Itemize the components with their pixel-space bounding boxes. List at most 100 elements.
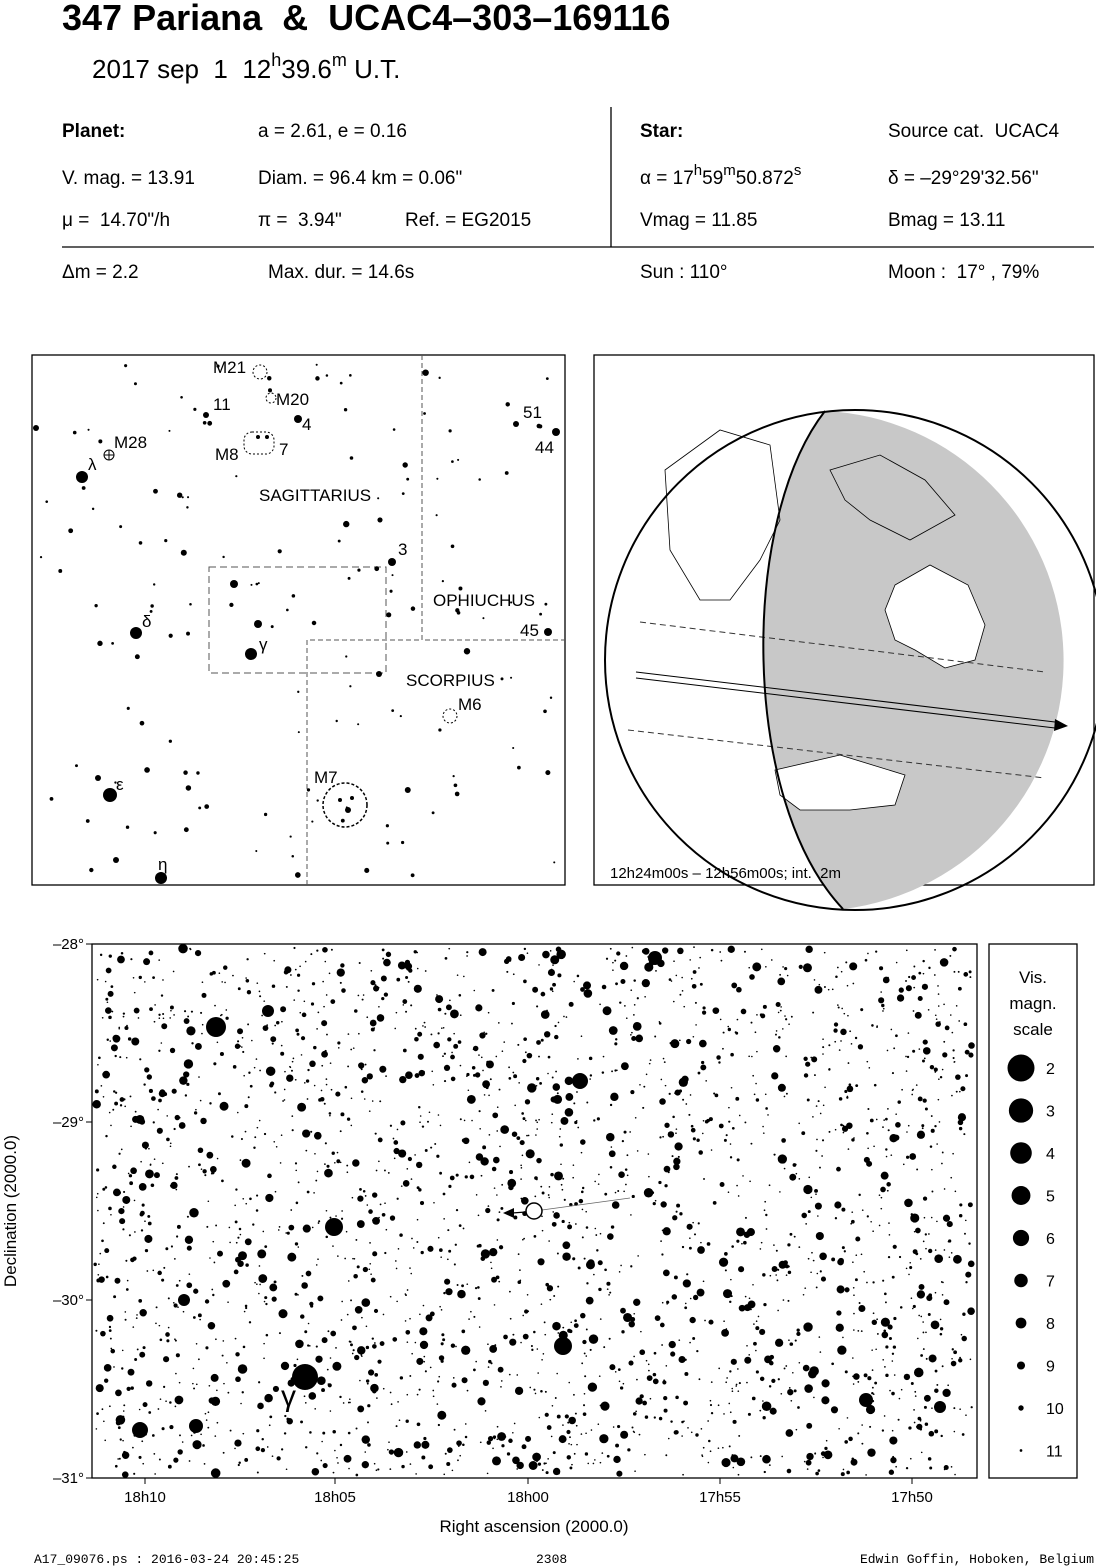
globe-outline <box>604 409 1096 911</box>
max-duration: Max. dur. = 14.6s <box>268 262 414 283</box>
legend-label: 2 <box>1046 1061 1055 1078</box>
field-star <box>528 1461 538 1470</box>
field-star <box>286 1074 294 1082</box>
field-star <box>373 1049 376 1052</box>
field-star <box>503 1041 506 1043</box>
field-star <box>467 1089 470 1092</box>
field-star <box>283 1432 287 1435</box>
field-star <box>594 1180 596 1183</box>
field-star <box>139 1309 147 1317</box>
field-star <box>167 1326 170 1329</box>
field-star <box>667 1171 670 1174</box>
legend-label: 6 <box>1046 1231 1055 1248</box>
field-star <box>775 1033 777 1036</box>
field-star <box>254 1136 257 1139</box>
field-star <box>593 1273 595 1276</box>
finder-star <box>39 556 43 559</box>
field-star <box>852 1261 854 1264</box>
field-star <box>646 1375 653 1381</box>
field-star <box>169 1047 176 1054</box>
field-star <box>812 1116 814 1118</box>
field-star <box>946 1221 953 1228</box>
field-star <box>524 1119 527 1122</box>
field-star <box>880 1317 890 1327</box>
field-star <box>536 1157 542 1164</box>
field-star <box>339 1395 342 1399</box>
field-star <box>936 1383 939 1386</box>
field-star <box>161 1023 168 1030</box>
field-star <box>472 1048 475 1051</box>
finder-star <box>198 806 202 810</box>
field-star <box>644 1415 649 1419</box>
field-star <box>815 1105 818 1107</box>
field-star <box>606 1288 609 1290</box>
field-star <box>118 1027 121 1030</box>
field-star <box>960 1333 963 1336</box>
field-star <box>441 1333 445 1337</box>
field-star <box>449 999 451 1002</box>
field-star <box>325 1209 328 1212</box>
field-star <box>112 1188 121 1197</box>
field-star <box>969 976 972 979</box>
field-star <box>299 965 301 968</box>
field-star <box>875 950 878 953</box>
field-star <box>270 1036 277 1043</box>
field-star <box>102 1070 111 1079</box>
field-star <box>614 1069 617 1072</box>
alpha-c: 50.872 <box>736 168 794 189</box>
field-star <box>305 1149 308 1152</box>
field-star <box>99 953 103 957</box>
field-star <box>439 1248 443 1252</box>
field-star <box>263 1357 265 1360</box>
field-star <box>765 1213 768 1217</box>
field-star <box>918 1048 921 1050</box>
field-star <box>773 1153 776 1156</box>
field-star <box>700 1428 703 1430</box>
field-star <box>412 1247 415 1249</box>
field-star <box>432 1395 435 1398</box>
field-star <box>174 1339 177 1342</box>
field-star <box>237 1364 248 1374</box>
field-star <box>213 1261 216 1264</box>
field-star <box>114 1054 117 1058</box>
field-star <box>673 1430 678 1435</box>
field-star <box>237 1028 244 1035</box>
field-star <box>923 1405 927 1409</box>
field-star <box>461 1284 464 1288</box>
field-star <box>709 1403 713 1407</box>
field-star <box>138 1455 142 1459</box>
field-star <box>108 1405 111 1408</box>
field-star <box>316 1452 319 1455</box>
field-star <box>941 1365 944 1368</box>
field-star <box>893 1374 896 1376</box>
field-star <box>115 1415 126 1425</box>
field-star <box>437 1236 440 1239</box>
field-star <box>937 993 940 995</box>
field-star <box>263 1300 266 1303</box>
field-star <box>968 970 972 974</box>
field-star <box>963 1022 968 1027</box>
finder-label: M6 <box>458 695 482 714</box>
field-star <box>666 1169 669 1171</box>
field-star <box>329 1357 332 1359</box>
field-star <box>849 1030 852 1033</box>
field-star <box>858 1302 861 1305</box>
field-star <box>654 1199 657 1202</box>
field-star <box>108 954 112 958</box>
field-star <box>817 1100 820 1103</box>
field-star <box>546 1285 554 1292</box>
field-star <box>397 1401 399 1403</box>
field-star <box>689 1316 696 1324</box>
field-star <box>570 1443 573 1446</box>
field-star <box>934 1124 937 1128</box>
field-star <box>823 986 826 988</box>
field-star <box>548 1240 550 1242</box>
field-star <box>888 1336 892 1341</box>
field-star <box>539 1082 542 1085</box>
night-side <box>763 411 1064 909</box>
field-star <box>647 1363 650 1366</box>
bright-star <box>189 1419 203 1433</box>
finder-star <box>347 576 351 580</box>
field-star <box>163 1266 166 1269</box>
field-star <box>914 1390 917 1393</box>
